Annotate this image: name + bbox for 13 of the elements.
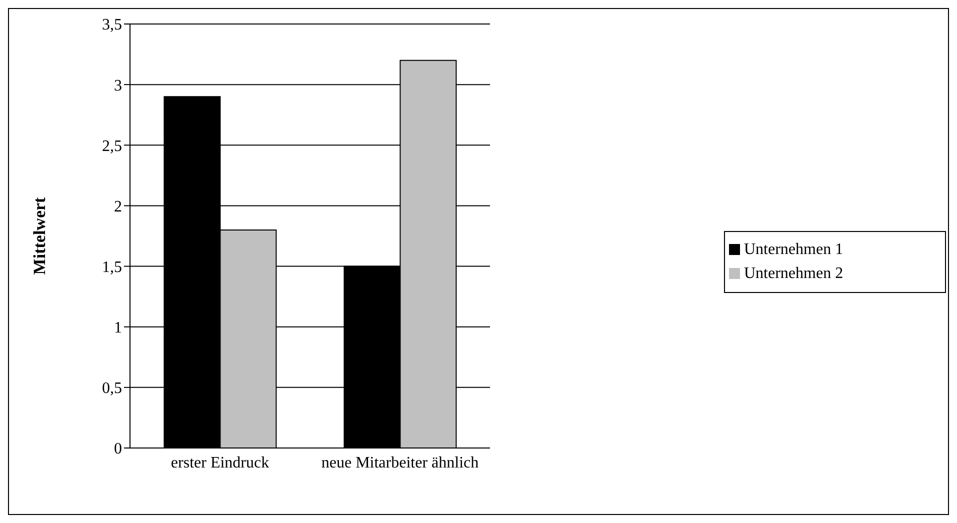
y-tick-label: 1 <box>114 320 122 337</box>
x-tick-label: neue Mitarbeiter ähnlich <box>321 454 479 472</box>
y-tick-label: 3,5 <box>102 16 122 34</box>
legend-label: Unternehmen 1 <box>744 240 844 258</box>
y-tick-label: 2,5 <box>102 138 122 155</box>
x-tick-label: erster Eindruck <box>170 454 270 472</box>
y-tick-label: 3 <box>114 77 122 94</box>
y-tick-label: 1,5 <box>102 258 122 276</box>
y-tick-label: 0 <box>114 440 122 458</box>
y-tick-label: 2 <box>114 198 122 216</box>
legend-label: Unternehmen 2 <box>744 264 844 282</box>
y-axis-title: Mittelwert <box>30 196 50 275</box>
y-tick-label: 0,5 <box>102 380 122 398</box>
